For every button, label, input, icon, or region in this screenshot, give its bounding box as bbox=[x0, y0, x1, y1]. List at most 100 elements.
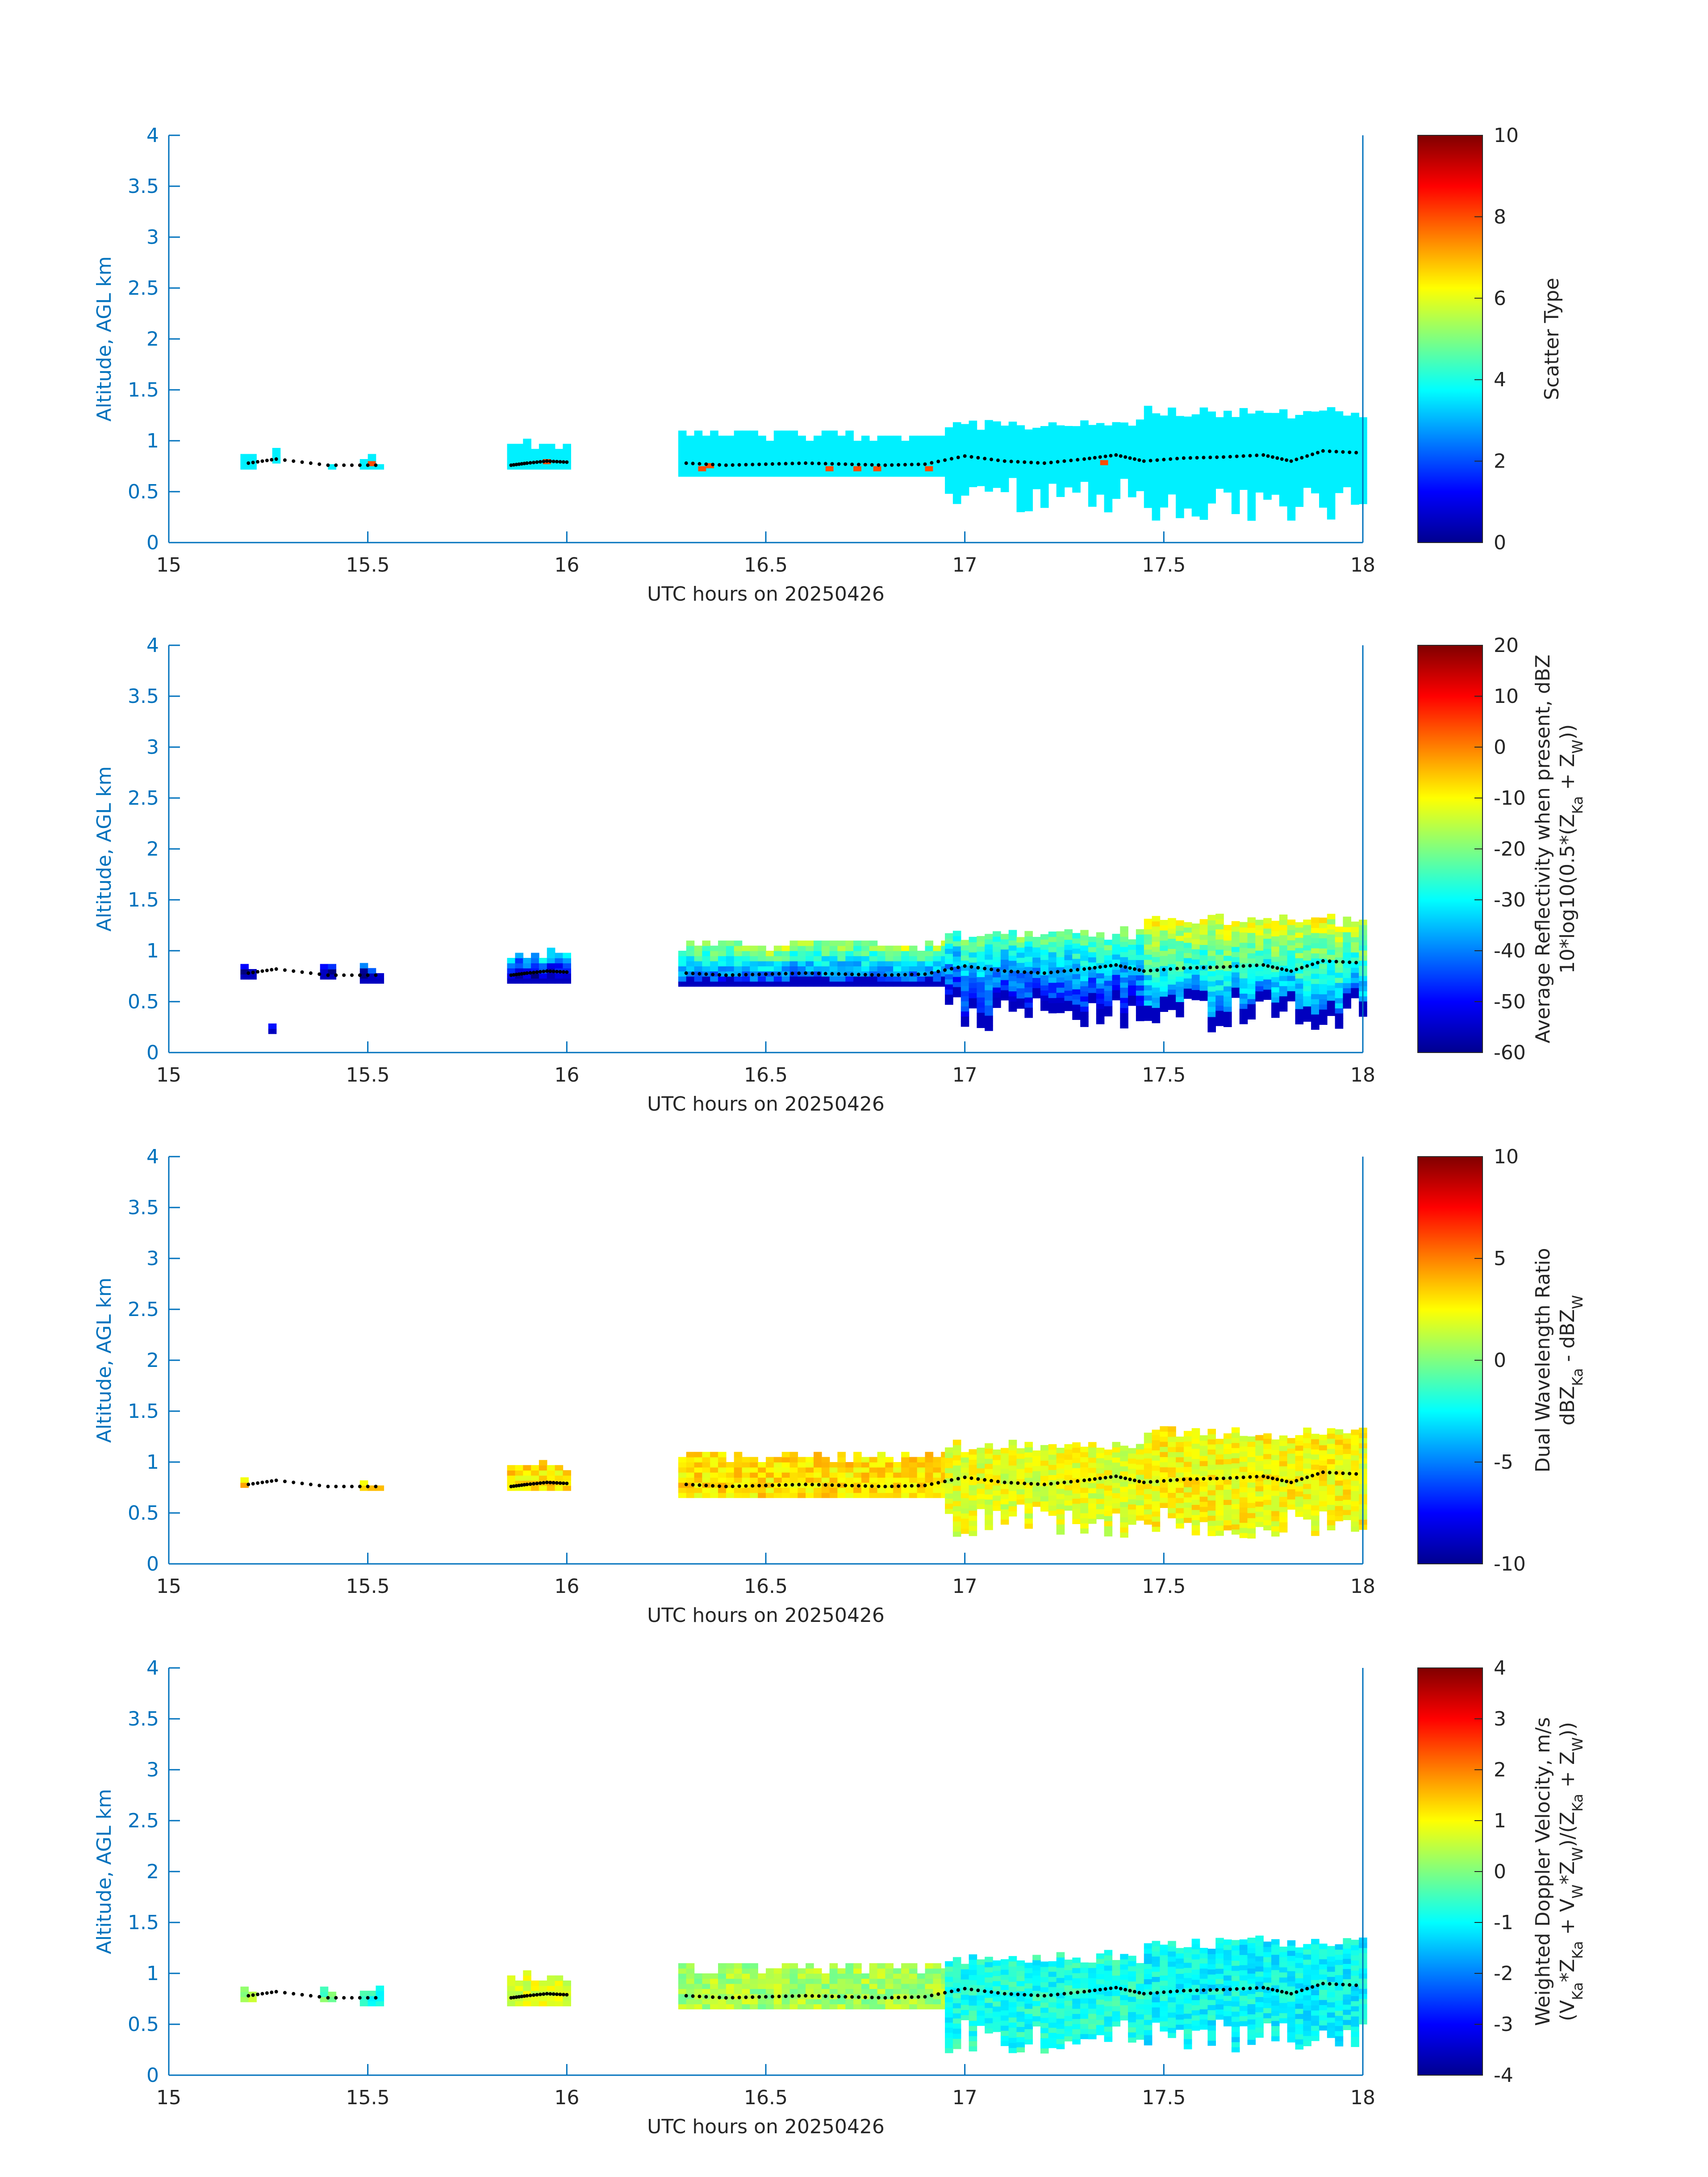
heatmap-cell bbox=[1351, 967, 1359, 973]
dotted-line-dot bbox=[1103, 1475, 1107, 1479]
heatmap-cell bbox=[1000, 2000, 1009, 2006]
dotted-line-dot bbox=[691, 971, 695, 975]
heatmap-cell bbox=[1080, 945, 1089, 951]
heatmap-cell bbox=[1096, 1458, 1105, 1463]
heatmap-cell bbox=[1271, 479, 1280, 485]
heatmap-patch bbox=[925, 466, 933, 472]
heatmap-cell bbox=[1215, 1500, 1224, 1505]
heatmap-cell bbox=[1176, 1482, 1184, 1488]
heatmap-cell bbox=[1160, 981, 1168, 986]
x-tick-label: 16.5 bbox=[744, 1575, 788, 1598]
heatmap-cell bbox=[1136, 980, 1144, 986]
heatmap-cell bbox=[1295, 1014, 1304, 1020]
heatmap-cell bbox=[1136, 960, 1144, 965]
heatmap-cell bbox=[1080, 991, 1089, 997]
heatmap-cell bbox=[734, 1989, 743, 1994]
heatmap-cell bbox=[1056, 1504, 1065, 1509]
heatmap-cell bbox=[1144, 1448, 1153, 1454]
heatmap-cell bbox=[1207, 1006, 1216, 1012]
heatmap-cell bbox=[1096, 998, 1105, 1004]
heatmap-cell bbox=[1215, 923, 1224, 930]
heatmap-cell bbox=[1239, 1502, 1248, 1508]
heatmap-cell bbox=[726, 446, 735, 451]
heatmap-cell bbox=[993, 946, 1001, 952]
dotted-line-dot bbox=[270, 458, 274, 462]
heatmap-cell bbox=[909, 435, 918, 441]
heatmap-cell bbox=[1231, 483, 1240, 489]
heatmap-cell bbox=[893, 1999, 902, 2005]
heatmap-cell bbox=[845, 451, 854, 456]
dotted-line-dot bbox=[1222, 455, 1226, 459]
heatmap-cell bbox=[1152, 1491, 1161, 1496]
heatmap-cell bbox=[1064, 1505, 1073, 1511]
heatmap-cell bbox=[1271, 1521, 1280, 1526]
heatmap-cell bbox=[1040, 1982, 1049, 1988]
heatmap-cell bbox=[869, 1973, 878, 1979]
dotted-line-dot bbox=[691, 461, 695, 465]
heatmap-cell bbox=[1271, 1511, 1280, 1517]
heatmap-cell bbox=[1096, 438, 1105, 444]
dotted-line-dot bbox=[1348, 960, 1352, 964]
heatmap-cell bbox=[1319, 938, 1328, 944]
heatmap-cell bbox=[1176, 487, 1184, 493]
heatmap-cell bbox=[837, 1467, 846, 1473]
heatmap-cell bbox=[1088, 1508, 1097, 1514]
heatmap-cell bbox=[1048, 1475, 1057, 1480]
heatmap-cell bbox=[1056, 1003, 1065, 1008]
heatmap-cell bbox=[1016, 466, 1025, 472]
heatmap-cell bbox=[993, 977, 1001, 983]
heatmap-cell bbox=[1327, 473, 1336, 479]
dotted-line-dot bbox=[1188, 966, 1192, 970]
heatmap-cell bbox=[1311, 922, 1320, 928]
heatmap-cell bbox=[1295, 450, 1304, 456]
heatmap-cell bbox=[1335, 972, 1344, 978]
heatmap-cell bbox=[1327, 514, 1336, 520]
dotted-line-dot bbox=[990, 457, 994, 461]
heatmap-cell bbox=[1160, 945, 1168, 951]
heatmap-cell bbox=[993, 462, 1001, 468]
heatmap-cell bbox=[1247, 988, 1256, 994]
dotted-line-dot bbox=[1123, 455, 1128, 459]
heatmap-cell bbox=[893, 456, 902, 462]
heatmap-cell bbox=[814, 1983, 822, 1989]
heatmap-cell bbox=[555, 1985, 564, 1991]
heatmap-cell bbox=[1191, 424, 1200, 430]
heatmap-cell bbox=[1247, 1517, 1256, 1524]
heatmap-cell bbox=[1263, 969, 1272, 974]
heatmap-cell bbox=[1000, 1974, 1009, 1980]
heatmap-cell bbox=[985, 1499, 993, 1505]
heatmap-cell bbox=[1112, 1483, 1121, 1488]
dotted-line-dot bbox=[903, 463, 907, 467]
heatmap-cell bbox=[1024, 1518, 1033, 1524]
heatmap-cell bbox=[547, 1475, 555, 1481]
heatmap-cell bbox=[1128, 1458, 1136, 1464]
heatmap-cell bbox=[821, 951, 830, 957]
heatmap-cell bbox=[925, 451, 934, 456]
heatmap-cell bbox=[1176, 477, 1184, 483]
dotted-line-dot bbox=[1195, 456, 1199, 460]
heatmap-cell bbox=[1335, 482, 1344, 488]
heatmap-cell bbox=[766, 446, 774, 451]
heatmap-cell bbox=[515, 953, 524, 958]
dotted-line-dot bbox=[830, 1483, 834, 1487]
heatmap-cell bbox=[710, 441, 718, 447]
heatmap-cell bbox=[1199, 407, 1208, 413]
heatmap-cell bbox=[985, 1977, 993, 1983]
heatmap-cell bbox=[977, 440, 985, 446]
heatmap-cell bbox=[1239, 1522, 1248, 1528]
heatmap-cell bbox=[1000, 1959, 1009, 1965]
heatmap-cell bbox=[1000, 2025, 1009, 2031]
heatmap-cell bbox=[563, 443, 571, 449]
heatmap-cell bbox=[1152, 916, 1161, 922]
heatmap-cell bbox=[960, 490, 969, 496]
dotted-line-dot bbox=[1202, 1477, 1206, 1481]
heatmap-cell bbox=[1255, 476, 1264, 483]
heatmap-cell bbox=[531, 1465, 539, 1471]
heatmap-cell bbox=[1056, 2028, 1065, 2034]
heatmap-cell bbox=[1112, 422, 1121, 428]
heatmap-cell bbox=[960, 965, 969, 971]
heatmap-cell bbox=[1000, 2020, 1009, 2026]
dotted-line-dot bbox=[1289, 1480, 1293, 1484]
heatmap-cell bbox=[1231, 941, 1240, 947]
heatmap-cell bbox=[1295, 435, 1304, 441]
